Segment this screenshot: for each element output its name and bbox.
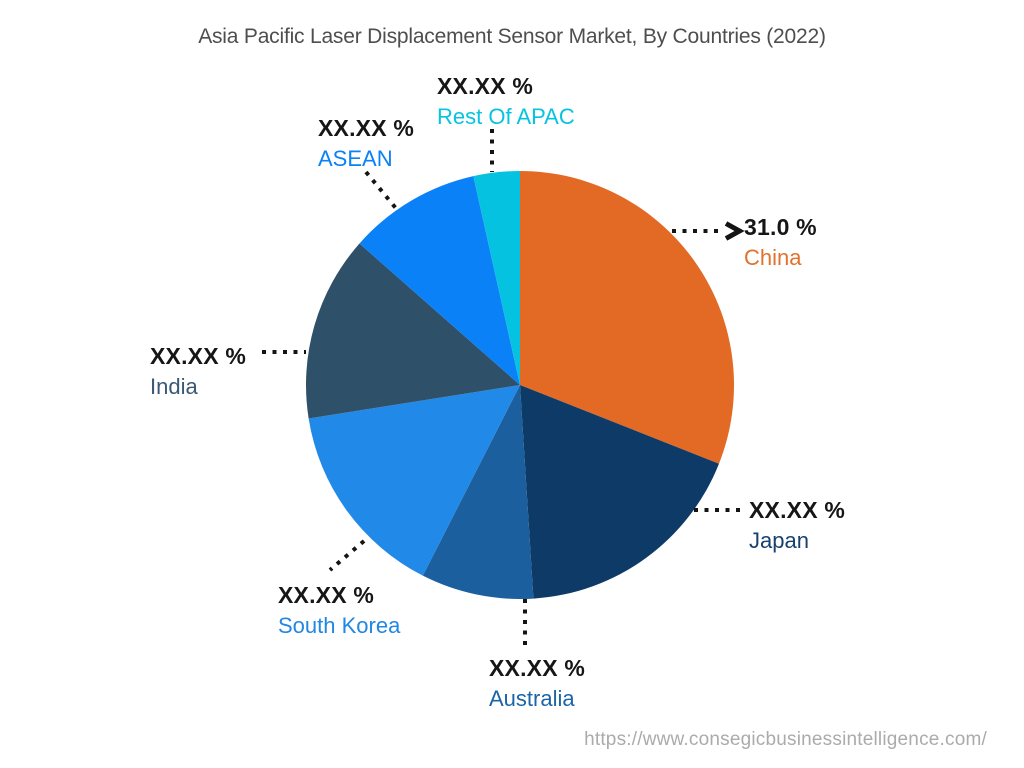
slice-label-australia: XX.XX % Australia bbox=[489, 656, 585, 711]
slice-name-china: China bbox=[744, 245, 802, 270]
slice-name-india: India bbox=[150, 374, 198, 399]
slice-name-japan: Japan bbox=[749, 528, 809, 553]
leader-line-south-korea bbox=[328, 539, 366, 572]
slice-label-rest-of-apac: XX.XX % Rest Of APAC bbox=[437, 74, 575, 129]
pie-slice-asean bbox=[359, 176, 520, 385]
source-url-text: https://www.consegicbusinessintelligence… bbox=[584, 729, 987, 750]
slice-value-south-korea: XX.XX % bbox=[278, 582, 374, 608]
slice-label-south-korea: XX.XX % South Korea bbox=[278, 583, 400, 638]
leader-arrowhead-china bbox=[724, 221, 745, 241]
leader-lines bbox=[262, 129, 745, 648]
slice-name-south-korea: South Korea bbox=[278, 613, 401, 638]
pie-slice-china bbox=[520, 171, 734, 464]
slice-label-china: 31.0 % China bbox=[744, 215, 817, 270]
pie-slice-rest-of-apac bbox=[473, 171, 520, 385]
slice-value-australia: XX.XX % bbox=[489, 655, 585, 681]
leader-line-asean bbox=[364, 170, 401, 214]
slice-name-australia: Australia bbox=[489, 686, 575, 711]
slice-value-japan: XX.XX % bbox=[749, 497, 845, 523]
slice-value-india: XX.XX % bbox=[150, 343, 246, 369]
slice-label-japan: XX.XX % Japan bbox=[749, 498, 845, 553]
pie-slice-india bbox=[305, 243, 520, 419]
page-title: Asia Pacific Laser Displacement Sensor M… bbox=[198, 25, 826, 48]
pie-slice-australia bbox=[422, 385, 534, 600]
pie-slice-south-korea bbox=[308, 385, 520, 576]
pie-slices bbox=[305, 171, 734, 600]
slice-name-rest-of-apac: Rest Of APAC bbox=[437, 104, 575, 129]
pie-slice-japan bbox=[520, 385, 719, 599]
slice-label-india: XX.XX % India bbox=[150, 344, 246, 399]
slice-label-asean: XX.XX % ASEAN bbox=[318, 116, 414, 171]
slice-value-china: 31.0 % bbox=[744, 214, 817, 240]
slice-name-asean: ASEAN bbox=[318, 146, 393, 171]
slice-value-asean: XX.XX % bbox=[318, 115, 414, 141]
slice-value-rest-of-apac: XX.XX % bbox=[437, 73, 533, 99]
